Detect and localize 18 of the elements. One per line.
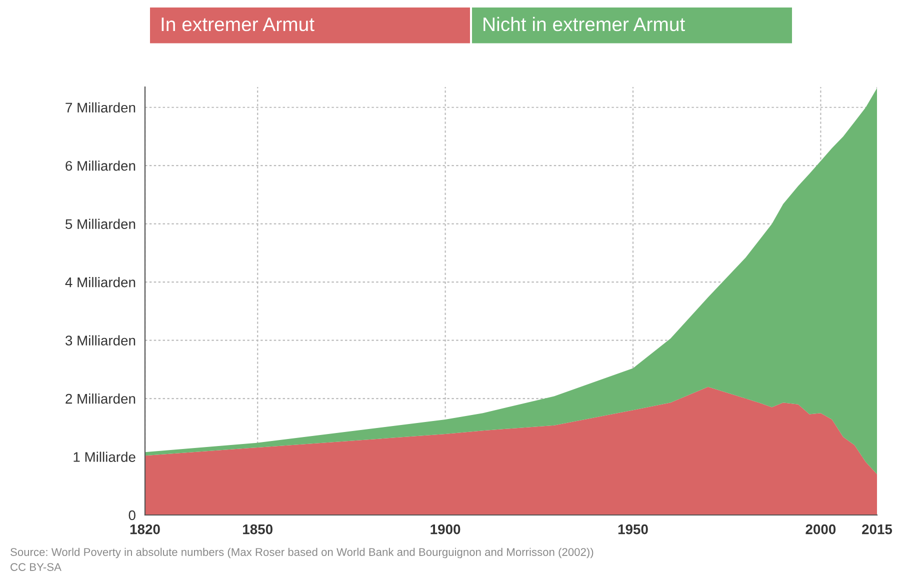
text: Nicht in extremer Armut — [484, 16, 685, 32]
y-tick-label: 7 Milliarden — [66, 102, 136, 113]
y-tick-label: 5 Milliarden — [66, 218, 136, 230]
y-tick-label: 0 — [128, 510, 136, 520]
x-tick-label: 1850 — [243, 524, 272, 534]
y-tick-label: 2 Milliarden — [66, 394, 136, 404]
source-note: Source: World Poverty in absolute numbers (Max Roser based on World Bank and Bourguignon and Morrisson (2002)) — [10, 548, 594, 558]
text: CC BY-SA — [10, 563, 62, 571]
x-tick-label: 2015 — [862, 524, 892, 534]
x-tick-label: 1950 — [618, 524, 648, 534]
y-tick-label: 4 Milliarden — [65, 277, 136, 288]
y-tick-label: 3 Milliarden — [65, 335, 136, 346]
x-tick-label: 1820 — [130, 524, 160, 534]
y-tick-label: 1 Milliarde — [74, 452, 136, 462]
text: In extremer Armut — [162, 18, 314, 32]
x-tick-label: 1900 — [430, 524, 460, 534]
x-tick-label: 2000 — [806, 524, 836, 534]
y-tick-label: 6 Milliarden — [66, 160, 136, 171]
